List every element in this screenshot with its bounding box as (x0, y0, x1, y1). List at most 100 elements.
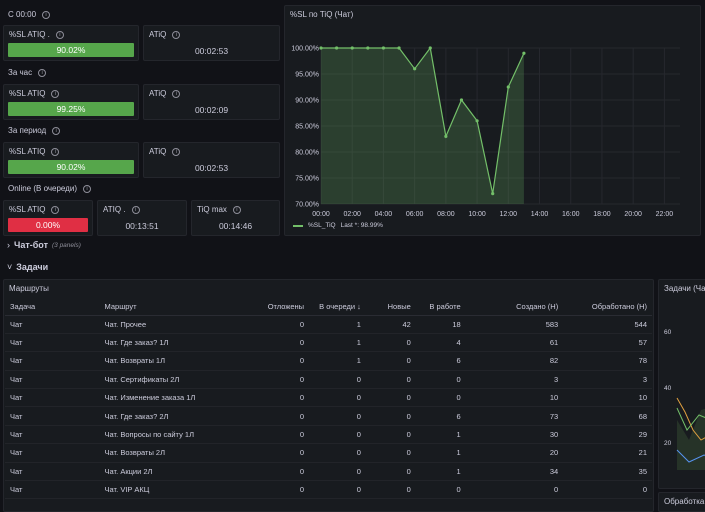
stat-sl-panel-2[interactable]: %SL ATIQ i 99.25% (3, 84, 139, 120)
stat-value: 0.00% (8, 218, 88, 232)
info-icon[interactable]: i (55, 30, 64, 39)
data-point (459, 98, 464, 102)
table-cell: 544 (563, 315, 652, 334)
col-header-postponed[interactable]: Отложены (249, 298, 310, 316)
stat-value: 00:02:53 (194, 46, 229, 56)
legend-last-value: Last *: 98.99% (340, 222, 383, 229)
table-cell: 42 (365, 315, 416, 334)
y-tick-label: 75.00% (295, 176, 319, 183)
x-tick-label: 14:00 (531, 211, 549, 218)
table-header-row: Задача Маршрут Отложены В очереди ↓ Новы… (5, 298, 652, 316)
section-title: Online (В очереди) (8, 184, 77, 193)
table-cell: 34 (465, 462, 564, 482)
data-point (335, 46, 339, 50)
tasks-chart-panel[interactable]: Задачи (Чат 60 40 20 (658, 279, 705, 489)
row-chatbot-toggle[interactable]: › Чат-бот (3 panels) (7, 240, 81, 250)
data-point (428, 46, 432, 50)
info-icon[interactable]: i (51, 147, 60, 156)
table-cell: 18 (415, 315, 466, 334)
table-cell: 0 (365, 388, 416, 408)
table-cell: 0 (365, 406, 416, 426)
y-tick: 60 (664, 329, 672, 336)
stat-sl-panel-1[interactable]: %SL ATIQ . i 90.02% (3, 25, 139, 61)
table-row[interactable]: Чат Чат. Возвраты 2Л 0 0 0 1 20 21 (5, 443, 652, 463)
stat-tiq-max-panel[interactable]: TiQ max i 00:14:46 (191, 200, 280, 236)
table-row[interactable]: Чат Чат. Возвраты 1Л 0 1 0 6 82 78 (5, 351, 652, 371)
col-header-queue[interactable]: В очереди ↓ (309, 298, 366, 316)
table-row[interactable]: Чат Чат. Прочее 0 1 42 18 583 544 (5, 315, 652, 334)
stat-value: 99.25% (8, 102, 134, 116)
table-cell: Чат. VIP АКЦ (99, 480, 250, 500)
stat-atiq-panel-4[interactable]: ATIQ . i 00:13:51 (97, 200, 187, 236)
col-header-route[interactable]: Маршрут (99, 298, 250, 316)
info-icon[interactable]: i (51, 89, 60, 98)
stat-sl-panel-3[interactable]: %SL ATIQ i 90.02% (3, 142, 139, 178)
table-cell: Чат. Возвраты 2Л (99, 443, 250, 463)
row-tasks-toggle[interactable]: ˅ Задачи (7, 262, 48, 272)
panel-title: ATIQ . (103, 205, 126, 214)
processing-panel[interactable]: Обработка (658, 492, 705, 512)
table-row[interactable]: Чат Чат. Где заказ? 1Л 0 1 0 4 61 57 (5, 333, 652, 353)
info-icon[interactable]: i (52, 126, 61, 135)
table-cell: 35 (563, 462, 652, 482)
stat-atiq-panel-1[interactable]: ATiQ i 00:02:53 (143, 25, 280, 61)
table-row[interactable]: Чат Чат. Изменение заказа 1Л 0 0 0 0 10 10 (5, 388, 652, 408)
table-cell: Чат (5, 462, 100, 482)
data-point (350, 46, 354, 50)
panel-title: %SL ATIQ . (9, 30, 50, 39)
data-point (522, 51, 526, 55)
row-panel-count: (3 panels) (51, 241, 81, 249)
table-row[interactable]: Чат Чат. Сертификаты 2Л 0 0 0 0 3 3 (5, 370, 652, 390)
table-cell: 0 (249, 425, 310, 445)
table-cell: 3 (563, 370, 652, 390)
table-cell: 0 (249, 315, 310, 334)
col-header-processed[interactable]: Обработано (Н) (563, 298, 652, 316)
y-tick-label: 80.00% (295, 150, 319, 157)
info-icon[interactable]: i (172, 147, 181, 156)
panel-title: Обработка (664, 497, 705, 506)
table-cell: Чат (5, 370, 100, 390)
table-cell: 6 (415, 406, 466, 426)
stat-atiq-panel-3[interactable]: ATiQ i 00:02:53 (143, 142, 280, 178)
col-header-in-progress[interactable]: В работе (415, 298, 466, 316)
table-cell: 0 (249, 333, 310, 353)
table-cell: 0 (365, 370, 416, 390)
col-header-created[interactable]: Создано (Н) (465, 298, 564, 316)
table-cell: 10 (465, 388, 564, 408)
table-row[interactable]: Чат Чат. Акции 2Л 0 0 0 1 34 35 (5, 462, 652, 482)
info-icon[interactable]: i (172, 89, 181, 98)
x-tick-label: 04:00 (375, 211, 393, 218)
table-row[interactable]: Чат Чат. Где заказ? 2Л 0 0 0 6 73 68 (5, 406, 652, 426)
info-icon[interactable]: i (51, 205, 60, 214)
panel-title: %SL ATIQ (9, 205, 46, 214)
table-cell: 0 (309, 462, 366, 482)
info-icon[interactable]: i (42, 10, 51, 19)
stat-atiq-panel-2[interactable]: ATiQ i 00:02:09 (143, 84, 280, 120)
stat-sl-panel-4[interactable]: %SL ATIQ i 0.00% (3, 200, 93, 236)
col-header-new[interactable]: Новые (365, 298, 416, 316)
table-cell: 1 (415, 462, 466, 482)
info-icon[interactable]: i (172, 30, 181, 39)
info-icon[interactable]: i (131, 205, 140, 214)
table-row[interactable]: Чат Чат. VIP АКЦ 0 0 0 0 0 0 (5, 480, 652, 500)
sl-tiq-chart-panel[interactable]: %SL по TiQ (Чат) 100.00% 95.00% 90.00% 85.0… (284, 5, 701, 236)
table-cell: Чат (5, 443, 100, 463)
col-header-task[interactable]: Задача (5, 298, 100, 316)
info-icon[interactable]: i (38, 68, 47, 77)
legend-swatch (293, 224, 303, 227)
table-row[interactable]: Чат Чат. Вопросы по сайту 1Л 0 0 0 1 30 29 (5, 425, 652, 445)
stat-value: 00:02:09 (194, 105, 229, 115)
routes-table-panel[interactable]: Маршруты Задача Маршрут Отложены В очере… (3, 279, 654, 512)
section-title: За период (8, 126, 47, 135)
chart-legend[interactable]: %SL_TiQ Last *: 98.99% (293, 222, 383, 229)
stat-value: 00:13:51 (125, 221, 159, 231)
table-cell: 10 (563, 388, 652, 408)
x-tick-label: 02:00 (343, 211, 361, 218)
table-cell: Чат. Изменение заказа 1Л (99, 388, 250, 408)
data-point (381, 46, 386, 50)
info-icon[interactable]: i (232, 205, 241, 214)
table-cell: 82 (465, 351, 564, 371)
info-icon[interactable]: i (82, 184, 91, 193)
table-cell: 0 (365, 333, 416, 353)
panel-title: ATiQ (149, 30, 167, 39)
